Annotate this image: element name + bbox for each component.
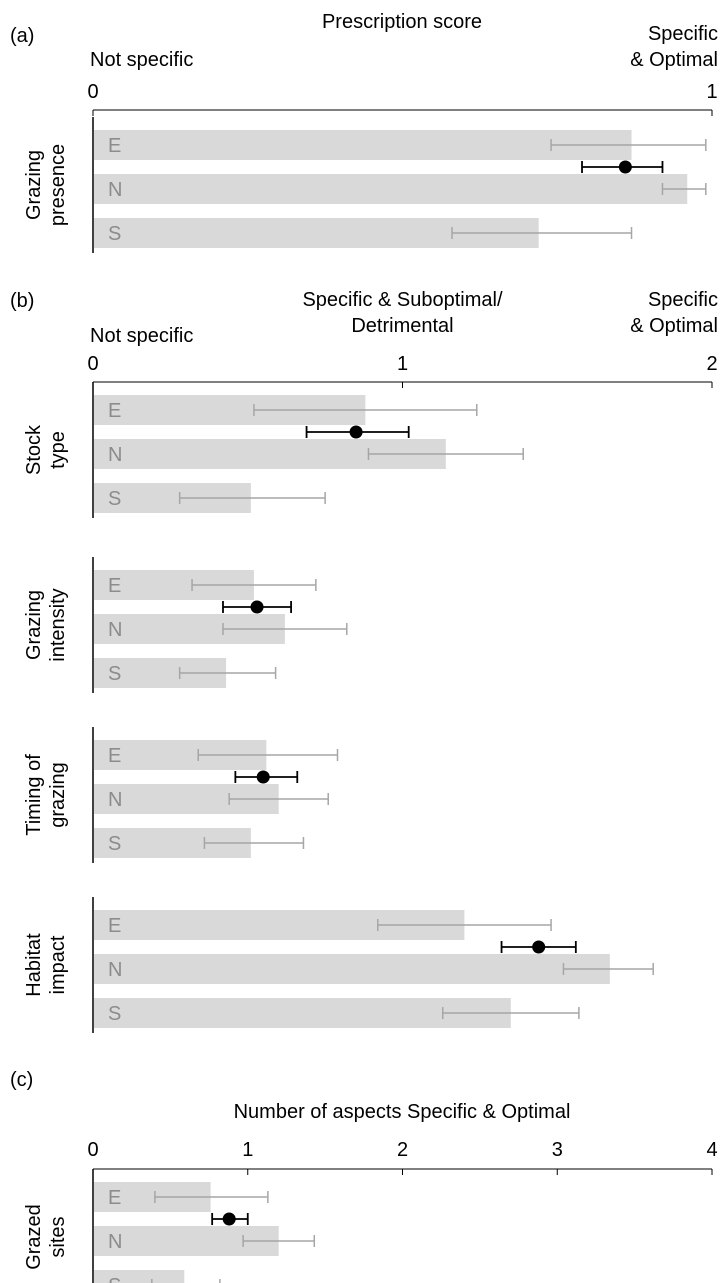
header-label: Detrimental: [351, 315, 453, 337]
panel-label: (c): [10, 1069, 33, 1091]
bar: [94, 130, 632, 160]
group-label-line: Habitat: [23, 933, 45, 997]
bar-group: Stock type ENS: [23, 382, 524, 518]
group-label-line: impact: [47, 935, 69, 994]
group-label-line: presence: [47, 144, 69, 226]
bar-category-label: S: [108, 663, 121, 685]
panel-1: (b) Not specific Specific & Suboptimal/Det…: [10, 289, 718, 1033]
panel-0: (a) Prescription score Not specific Specifi…: [10, 11, 718, 253]
x-tick-label: 4: [706, 1139, 717, 1161]
bar-category-label: S: [108, 223, 121, 245]
bar-category-label: E: [108, 400, 121, 422]
bar-category-label: E: [108, 135, 121, 157]
bar-category-label: N: [108, 1231, 122, 1253]
x-tick-label: 0: [87, 81, 98, 103]
group-label-line: intensity: [47, 588, 69, 661]
bar: [94, 174, 688, 204]
x-tick-label: 1: [397, 353, 408, 375]
bar-category-label: E: [108, 1187, 121, 1209]
bar-category-label: N: [108, 444, 122, 466]
group-label: Grazing presence: [23, 144, 69, 226]
header-label: Not specific: [90, 49, 193, 71]
bar-category-label: N: [108, 619, 122, 641]
x-tick-label: 1: [706, 81, 717, 103]
bar: [94, 1270, 185, 1283]
header-label: Not specific: [90, 325, 193, 347]
panel-2: (c) Number of aspects Specific & Optimal 0…: [10, 1069, 718, 1283]
x-tick-label: 2: [397, 1139, 408, 1161]
header-label: & Optimal: [630, 49, 718, 71]
x-tick-label: 2: [706, 353, 717, 375]
group-label: Habitat impact: [23, 933, 69, 997]
group-label-line: Stock: [23, 424, 45, 475]
bar-group: Habitat impact ENS: [23, 897, 654, 1033]
group-label-line: Grazing: [23, 590, 45, 660]
group-label: Timing of grazing: [23, 754, 69, 836]
group-label-line: Timing of: [23, 754, 45, 836]
x-tick-label: 0: [87, 1139, 98, 1161]
mean-point: [349, 425, 363, 439]
header-label: Specific & Suboptimal/: [302, 289, 503, 311]
chart-title: Prescription score: [322, 11, 482, 33]
bar-group: Timing of grazing ENS: [23, 727, 339, 863]
header-label: & Optimal: [630, 315, 718, 337]
bar-group: Grazing presence ENS: [23, 117, 707, 253]
bar: [94, 954, 610, 984]
bar-category-label: N: [108, 789, 122, 811]
group-label-line: sites: [47, 1216, 69, 1257]
bar-category-label: S: [108, 1003, 121, 1025]
mean-point: [256, 770, 270, 784]
panel-label: (a): [10, 25, 34, 47]
mean-point: [618, 160, 632, 174]
bar: [94, 998, 511, 1028]
bar-category-label: E: [108, 915, 121, 937]
group-label: Stock type: [23, 424, 69, 475]
group-label: Grazing intensity: [23, 588, 69, 661]
x-tick-label: 1: [242, 1139, 253, 1161]
group-label-line: type: [47, 431, 69, 469]
x-tick-label: 0: [87, 353, 98, 375]
mean-point: [222, 1212, 236, 1226]
bar-group: Grazing intensity ENS: [23, 557, 348, 693]
bar-category-label: N: [108, 959, 122, 981]
mean-point: [250, 600, 264, 614]
mean-point: [532, 940, 546, 954]
bar-category-label: S: [108, 488, 121, 510]
bar-category-label: E: [108, 745, 121, 767]
chart-title: Number of aspects Specific & Optimal: [234, 1101, 571, 1123]
x-tick-label: 3: [552, 1139, 563, 1161]
header-label: Specific: [648, 23, 718, 45]
group-label-line: grazing: [47, 762, 69, 828]
bar-category-label: E: [108, 575, 121, 597]
bar-category-label: S: [108, 1275, 121, 1283]
bar-category-label: S: [108, 833, 121, 855]
bar-category-label: N: [108, 179, 122, 201]
group-label-line: Grazing: [23, 150, 45, 220]
panel-label: (b): [10, 290, 34, 312]
group-label-line: Grazed: [23, 1204, 45, 1270]
group-label: Grazed sites: [23, 1204, 69, 1270]
header-label: Specific: [648, 289, 718, 311]
